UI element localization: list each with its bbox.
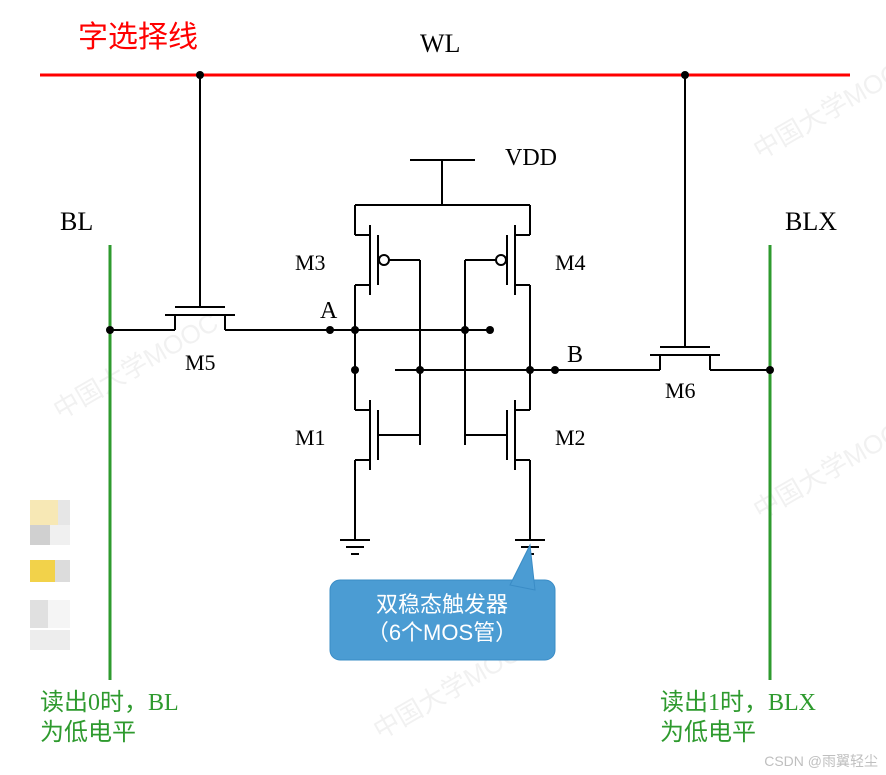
pixel-block bbox=[50, 525, 70, 545]
pixel-block bbox=[48, 600, 70, 628]
watermark-csdn: CSDN @雨翼轻尘 bbox=[764, 751, 878, 771]
transistor-m6 bbox=[645, 75, 770, 370]
caption-left-line2: 为低电平 bbox=[40, 719, 136, 746]
node-dot bbox=[416, 366, 424, 374]
m3-label: M3 bbox=[295, 250, 326, 275]
node-b-dot bbox=[551, 366, 559, 374]
transistor-m5 bbox=[110, 75, 240, 330]
vdd-label: VDD bbox=[505, 145, 557, 171]
pixel-block bbox=[58, 500, 70, 525]
transistor-m2 bbox=[465, 400, 530, 540]
transistor-m4 bbox=[465, 225, 530, 330]
node-dot bbox=[351, 366, 359, 374]
node-dot bbox=[486, 326, 494, 334]
pixel-block bbox=[30, 630, 70, 650]
pixel-block bbox=[30, 525, 50, 545]
node-a-dot bbox=[326, 326, 334, 334]
callout-bistable: 双稳态触发器 （6个MOS管） bbox=[330, 545, 555, 660]
node-dot bbox=[106, 326, 114, 334]
blx-label: BLX bbox=[785, 207, 837, 236]
m5-label: M5 bbox=[185, 350, 216, 375]
pixel-block bbox=[30, 600, 48, 628]
pixel-block bbox=[30, 560, 55, 582]
caption-left-line1: 读出0时，BL bbox=[40, 689, 179, 716]
caption-right-line1: 读出1时，BLX bbox=[660, 689, 816, 716]
transistor-m3 bbox=[355, 225, 420, 330]
node-dot bbox=[766, 366, 774, 374]
callout-line2: （6个MOS管） bbox=[367, 620, 517, 645]
caption-right-line2: 为低电平 bbox=[660, 719, 756, 746]
m1-label: M1 bbox=[295, 425, 326, 450]
m2-label: M2 bbox=[555, 425, 586, 450]
ground-left bbox=[340, 540, 370, 554]
pixel-block bbox=[55, 560, 70, 582]
sram-circuit-diagram: 中国大学MOOC 中国大学MOOC 中国大学MOOC 中国大学MOOC WL B… bbox=[0, 0, 886, 775]
watermark-mooc: 中国大学MOOC bbox=[748, 47, 886, 165]
node-dot bbox=[196, 71, 204, 79]
transistor-m1 bbox=[355, 400, 420, 540]
bl-label: BL bbox=[60, 207, 93, 236]
wordline-title: 字选择线 bbox=[78, 12, 198, 56]
node-a-label: A bbox=[320, 298, 338, 324]
node-dot bbox=[461, 326, 469, 334]
callout-line1: 双稳态触发器 bbox=[376, 592, 508, 617]
node-dot bbox=[681, 71, 689, 79]
wl-label: WL bbox=[420, 29, 460, 58]
node-b-label: B bbox=[567, 342, 583, 368]
pixel-block bbox=[30, 500, 58, 525]
m4-label: M4 bbox=[555, 250, 586, 275]
m6-label: M6 bbox=[665, 378, 696, 403]
